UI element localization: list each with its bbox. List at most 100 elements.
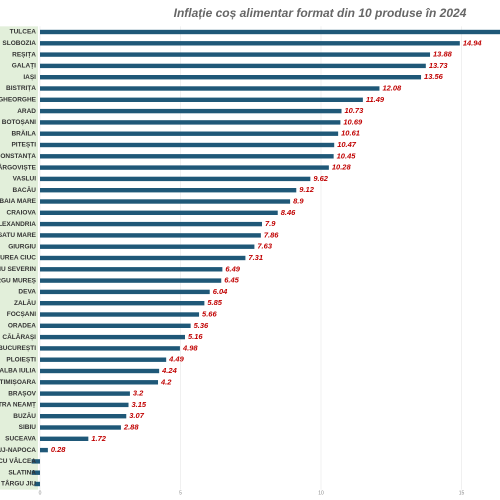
y-tick-label: BOTOȘANI: [2, 119, 36, 126]
y-tick-label: ORADEA: [8, 323, 36, 330]
bar: [40, 402, 129, 408]
bar: [40, 414, 127, 419]
value-label: 4.2: [160, 377, 172, 386]
bar: [40, 221, 262, 227]
value-label: 6.04: [213, 287, 228, 296]
value-label: 5.66: [202, 309, 217, 318]
bar: [40, 199, 291, 204]
bar: [40, 52, 431, 57]
x-tick-label: 5: [179, 490, 182, 496]
y-tick-label: SLOBOZIA: [2, 40, 36, 47]
y-tick-label: BUZĂU: [13, 411, 36, 420]
bar: [40, 176, 311, 182]
bar: [34, 481, 40, 487]
y-tick-label: ARAD: [17, 108, 36, 115]
y-tick-label: ALEXANDRIA: [0, 221, 36, 228]
y-tick-label: CRAIOVA: [7, 210, 37, 217]
y-tick-label: IAȘI: [23, 74, 36, 81]
bar: [40, 323, 191, 328]
value-label: 4.98: [182, 343, 198, 352]
y-tick-label: SLATINA: [8, 469, 36, 476]
value-label: 12.08: [382, 83, 402, 92]
y-tick-label: TULCEA: [10, 29, 37, 36]
bar: [40, 75, 422, 80]
y-tick-label: TÂRGU MUREȘ: [0, 275, 37, 284]
x-tick-label: 0: [39, 490, 42, 496]
y-tick-label: BISTRIȚA: [6, 85, 36, 92]
value-label: 11.49: [366, 95, 385, 104]
bar: [40, 97, 363, 102]
value-label: 2.88: [123, 422, 139, 431]
y-tick-label: RÂMNICU VÂLCEA: [0, 456, 36, 465]
y-tick-label: TÂRGU JIU: [1, 479, 36, 488]
bar: [40, 29, 500, 35]
y-tick-label: GALAȚI: [12, 63, 36, 70]
bar: [40, 301, 205, 306]
bar: [40, 63, 426, 69]
y-tick-label: PLOIEȘTI: [6, 356, 36, 363]
y-tick-label: BACĂU: [13, 185, 37, 194]
y-tick-label: BAIA MARE: [0, 198, 37, 205]
bar: [40, 289, 210, 295]
bar: [40, 425, 121, 430]
bar: [40, 346, 180, 351]
bar: [40, 447, 48, 453]
value-label: 13.88: [433, 50, 453, 59]
y-tick-label: SUCEAVA: [5, 436, 36, 443]
bar: [40, 108, 342, 114]
value-label: 3.07: [129, 411, 144, 420]
bar: [40, 436, 89, 441]
y-tick-label: FOCȘANI: [7, 311, 36, 318]
y-tick-label: SFÂNTU GHEORGHE: [0, 95, 37, 104]
value-label: 9.12: [299, 185, 314, 194]
value-label: 10.61: [341, 129, 360, 138]
value-label: 10.45: [337, 151, 357, 160]
y-tick-label: MIERCUREA CIUC: [0, 255, 36, 262]
y-tick-label: TIMIȘOARA: [0, 379, 36, 386]
value-label: 13.56: [424, 72, 444, 81]
y-tick-label: ZALĂU: [14, 298, 36, 307]
value-label: 5.16: [188, 332, 203, 341]
bar: [31, 459, 40, 464]
bar: [40, 255, 246, 261]
y-tick-label: SIBIU: [19, 424, 37, 431]
value-label: 7.9: [265, 219, 276, 228]
y-tick-label: BRAȘOV: [8, 390, 36, 397]
bar: [40, 334, 185, 340]
bar: [40, 357, 167, 362]
y-tick-label: SATU MARE: [0, 232, 37, 239]
value-label: 6.49: [225, 264, 240, 273]
y-tick-label: CLUJ-NAPOCA: [0, 447, 36, 454]
y-tick-label: REȘIȚA: [12, 51, 36, 58]
value-label: 1.72: [91, 434, 106, 443]
value-label: 5.85: [207, 298, 222, 307]
bar: [40, 188, 297, 193]
value-label: 4.24: [161, 366, 177, 375]
y-tick-label: DROBETA-TURNU SEVERIN: [0, 266, 36, 273]
bar: [40, 267, 223, 272]
y-tick-label: PIATRA NEAMȚ: [0, 402, 36, 409]
bar: [40, 391, 130, 396]
bar: [31, 470, 40, 475]
value-label: 7.63: [257, 242, 272, 251]
value-label: 0.28: [51, 445, 66, 454]
bar: [40, 380, 159, 385]
y-tick-label: BRĂILA: [11, 128, 36, 137]
x-tick-label: 15: [459, 490, 465, 496]
chart-title: Inflație coș alimentar format din 10 pro…: [174, 6, 467, 20]
value-label: 14.94: [463, 38, 483, 47]
bar: [40, 210, 278, 215]
bar: [40, 312, 200, 317]
bar: [40, 165, 329, 170]
bar: [40, 278, 222, 283]
value-label: 3.2: [133, 389, 144, 398]
value-label: 10.47: [337, 140, 357, 149]
label-background: [0, 26, 38, 490]
value-label: 7.31: [248, 253, 263, 262]
y-tick-label: BUCUREȘTI: [0, 345, 36, 352]
value-label: 10.28: [332, 163, 352, 172]
value-label: 10.69: [343, 117, 363, 126]
value-label: 10.73: [345, 106, 365, 115]
y-tick-label: DEVA: [18, 289, 36, 296]
